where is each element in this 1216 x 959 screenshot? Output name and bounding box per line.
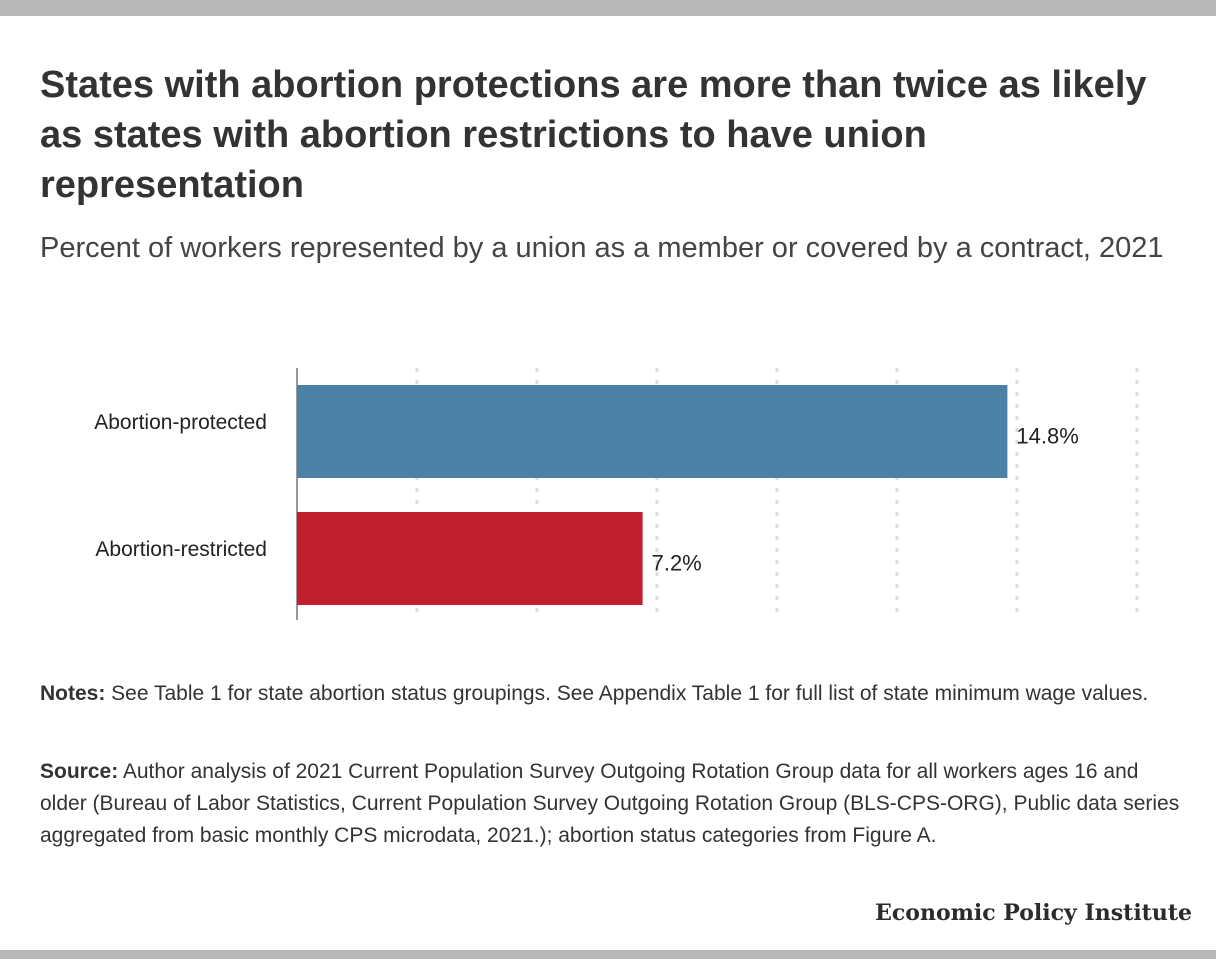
top-border-bar <box>0 0 1216 16</box>
source: Source: Author analysis of 2021 Current … <box>40 756 1180 852</box>
bottom-border-bar <box>0 950 1216 959</box>
notes-text: See Table 1 for state abortion status gr… <box>105 682 1149 705</box>
bar-chart: Abortion-protected 14.8% Abortion-restrict… <box>94 368 1139 620</box>
bars <box>297 385 1008 605</box>
chart-title: States with abortion protections are mor… <box>40 64 1147 206</box>
bar-abortion-protected <box>297 385 1008 478</box>
data-label: 7.2% <box>652 550 702 575</box>
notes: Notes: See Table 1 for state abortion st… <box>40 678 1180 710</box>
source-label: Source: <box>40 760 119 783</box>
notes-label: Notes: <box>40 682 106 705</box>
brand-logo: Economic Policy Institute <box>875 900 1192 926</box>
bar-abortion-restricted <box>297 512 643 605</box>
category-label: Abortion-protected <box>94 411 267 434</box>
category-label: Abortion-restricted <box>95 538 267 561</box>
chart-subtitle: Percent of workers represented by a unio… <box>40 232 1164 264</box>
data-label: 14.8% <box>1016 423 1078 448</box>
source-text: Author analysis of 2021 Current Populati… <box>40 760 1180 847</box>
labels: Abortion-protected 14.8% Abortion-restrict… <box>94 411 1079 575</box>
